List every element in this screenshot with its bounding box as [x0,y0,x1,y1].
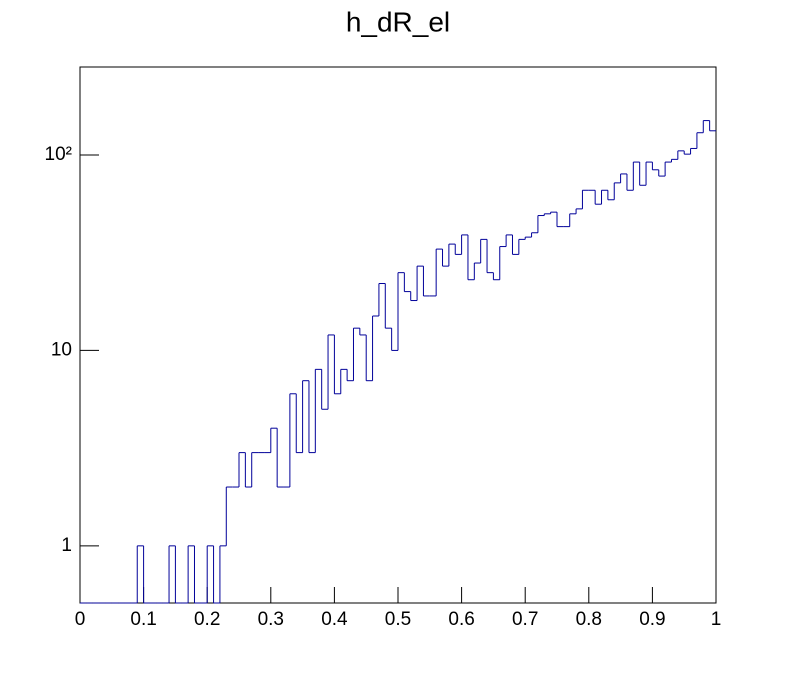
x-tick-label: 0.9 [639,609,665,630]
y-tick-label: 1 [61,535,72,556]
x-tick-label: 0.4 [321,609,348,630]
x-tick-label: 0.6 [448,609,474,630]
x-tick-label: 0.1 [130,609,156,630]
chart-title: h_dR_el [346,6,450,37]
y-tick-label: 10² [45,144,72,165]
x-tick-label: 0.8 [576,609,602,630]
x-tick-label: 0.3 [258,609,284,630]
x-tick-label: 1 [711,609,722,630]
x-tick-label: 0 [75,609,86,630]
x-tick-label: 0.2 [194,609,220,630]
x-tick-label: 0.5 [385,609,411,630]
x-tick-label: 0.7 [512,609,538,630]
y-tick-label: 10 [51,339,72,360]
